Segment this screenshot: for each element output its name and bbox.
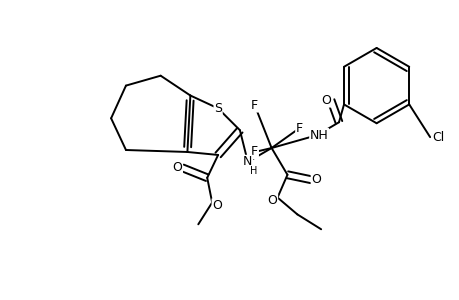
Text: O: O (311, 173, 320, 186)
Text: H: H (250, 166, 257, 176)
Text: S: S (213, 102, 222, 115)
Text: F: F (251, 99, 258, 112)
Text: O: O (212, 199, 222, 212)
Text: NH: NH (309, 129, 328, 142)
Text: O: O (172, 161, 182, 174)
Text: F: F (295, 122, 302, 135)
Text: Cl: Cl (431, 130, 443, 144)
Text: N: N (243, 155, 252, 168)
Text: F: F (251, 146, 258, 158)
Text: O: O (320, 94, 330, 107)
Text: O: O (267, 194, 277, 207)
